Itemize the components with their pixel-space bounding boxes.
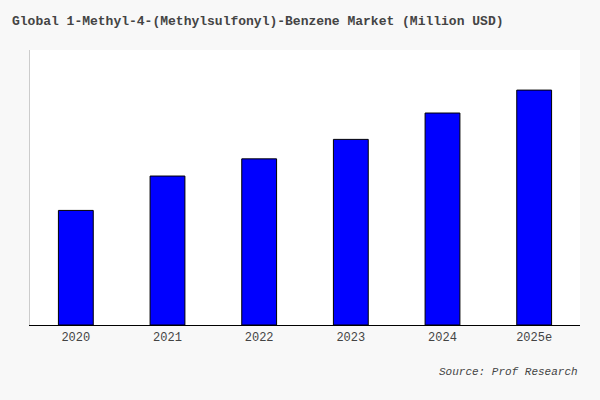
svg-text:2020: 2020 [61, 331, 90, 345]
svg-text:2022: 2022 [245, 331, 274, 345]
svg-text:2021: 2021 [153, 331, 182, 345]
svg-text:Source: Prof Research: Source: Prof Research [439, 366, 578, 378]
svg-text:2024: 2024 [428, 331, 457, 345]
svg-text:2025e: 2025e [516, 331, 552, 345]
svg-text:2023: 2023 [336, 331, 365, 345]
svg-text:Global 1-Methyl-4-(Methylsulfo: Global 1-Methyl-4-(Methylsulfonyl)-Benze… [12, 14, 503, 29]
